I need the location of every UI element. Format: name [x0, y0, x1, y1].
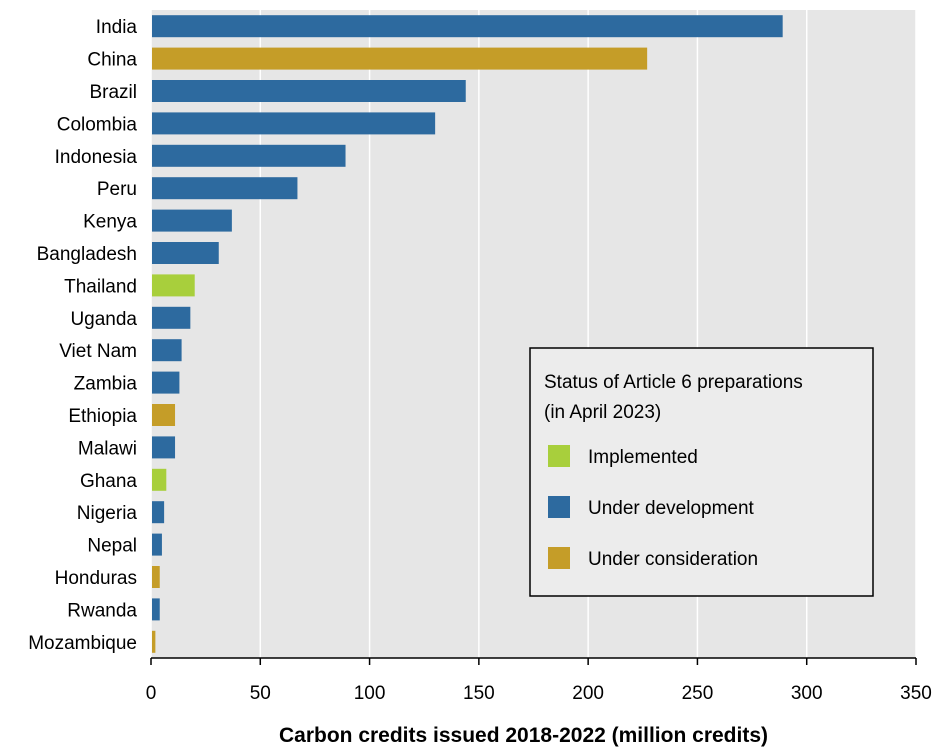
tick-label-150: 150 [463, 683, 495, 704]
x-axis-title: Carbon credits issued 2018-2022 (million… [279, 724, 768, 747]
category-label-honduras: Honduras [55, 568, 137, 589]
category-label-kenya: Kenya [83, 212, 137, 233]
tick-label-300: 300 [791, 683, 823, 704]
bar-honduras [152, 566, 160, 588]
legend-box [529, 347, 874, 597]
tick-label-50: 50 [250, 683, 271, 704]
bar-ghana [152, 468, 167, 491]
bar-china [152, 47, 648, 70]
category-label-zambia: Zambia [74, 374, 138, 395]
legend-label-implemented: Implemented [588, 447, 698, 468]
bar-ethiopia [152, 404, 176, 426]
category-label-viet-nam: Viet Nam [59, 341, 137, 362]
bar-nepal [152, 533, 162, 556]
legend-swatch-under-development [548, 496, 570, 518]
tick-label-250: 250 [682, 683, 714, 704]
category-label-uganda: Uganda [70, 309, 137, 330]
category-label-thailand: Thailand [64, 276, 137, 297]
legend-swatch-implemented [548, 445, 570, 467]
tick-label-0: 0 [146, 683, 157, 704]
bar-rwanda [152, 598, 160, 621]
category-label-ghana: Ghana [80, 471, 137, 492]
category-label-bangladesh: Bangladesh [37, 244, 137, 265]
bar-colombia [152, 112, 436, 135]
category-label-china: China [87, 50, 137, 71]
category-label-india: India [96, 17, 138, 38]
category-label-ethiopia: Ethiopia [68, 406, 137, 427]
legend: Status of Article 6 preparations (in Apr… [529, 347, 874, 597]
legend-entries: Implemented Under development Under consid… [548, 445, 758, 570]
bar-mozambique [152, 630, 156, 653]
legend-title-line-1: Status of Article 6 preparations [544, 372, 803, 393]
category-label-peru: Peru [97, 179, 137, 200]
legend-swatch-under-consideration [548, 547, 570, 569]
tick-label-350: 350 [900, 683, 932, 704]
tick-label-200: 200 [572, 683, 604, 704]
category-label-indonesia: Indonesia [55, 147, 138, 168]
bars [152, 15, 783, 653]
legend-label-under-development: Under development [588, 498, 755, 519]
legend-title-line-2: (in April 2023) [544, 402, 661, 423]
category-label-rwanda: Rwanda [67, 600, 137, 621]
category-label-brazil: Brazil [89, 82, 137, 103]
category-label-nepal: Nepal [87, 536, 137, 557]
bar-kenya [152, 209, 232, 232]
legend-label-under-consideration: Under consideration [588, 549, 758, 570]
category-label-nigeria: Nigeria [77, 503, 138, 524]
bar-thailand [152, 274, 195, 297]
category-label-mozambique: Mozambique [28, 633, 137, 654]
tick-label-100: 100 [354, 683, 386, 704]
category-label-malawi: Malawi [78, 438, 137, 459]
bar-nigeria [152, 501, 165, 524]
bar-zambia [152, 371, 180, 394]
bar-bangladesh [152, 242, 219, 264]
bar-uganda [152, 306, 191, 329]
bar-indonesia [152, 144, 346, 167]
bar-viet-nam [152, 339, 182, 362]
bar-peru [152, 177, 298, 200]
x-axis-ticks: 0 50 100 150 200 250 300 350 [146, 658, 932, 704]
bar-malawi [152, 436, 176, 459]
category-labels: India China Brazil Colombia Indonesia Peru Ken… [28, 17, 137, 654]
bar-brazil [152, 80, 466, 102]
category-label-colombia: Colombia [57, 114, 138, 135]
bar-india [152, 15, 783, 38]
